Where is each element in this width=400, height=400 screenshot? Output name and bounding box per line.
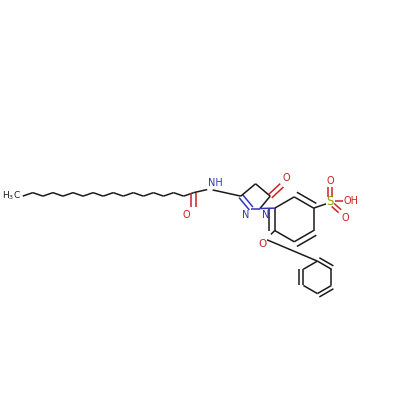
Text: O: O [342, 213, 349, 223]
Text: O: O [326, 176, 334, 186]
Text: N: N [242, 210, 249, 220]
Text: $\mathregular{H_3C}$: $\mathregular{H_3C}$ [2, 190, 21, 202]
Text: O: O [182, 210, 190, 220]
Text: S: S [326, 195, 334, 208]
Text: NH: NH [208, 178, 222, 188]
Text: O: O [283, 173, 291, 183]
Text: N: N [262, 210, 269, 220]
Text: OH: OH [344, 196, 359, 206]
Text: O: O [258, 239, 267, 249]
